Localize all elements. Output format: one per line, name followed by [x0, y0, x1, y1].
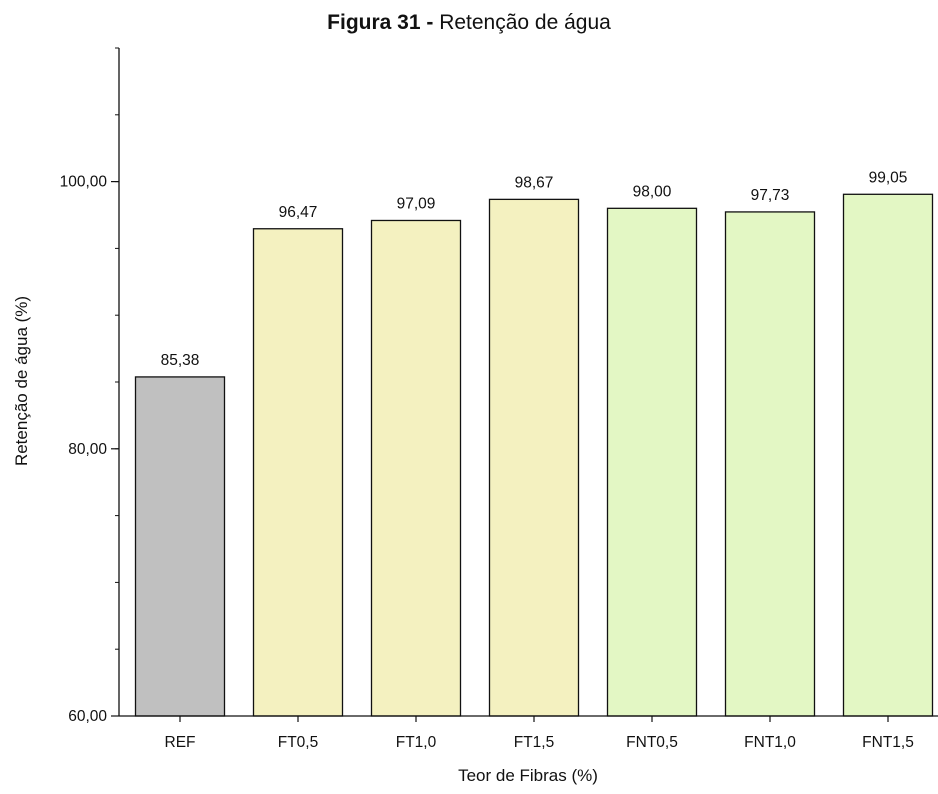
bar-fnt1-0: [724, 211, 816, 717]
value-label: 97,09: [397, 195, 436, 212]
value-label: 96,47: [279, 204, 318, 221]
y-tick-label: 100,00: [60, 174, 108, 191]
bar-ft1-0: [370, 219, 462, 717]
bar-fnt1-5: [842, 193, 934, 717]
bar-fnt0-5: [606, 207, 698, 717]
bar-ft0-5: [252, 228, 344, 717]
x-tick-label: FT1,0: [396, 734, 437, 751]
x-axis-title: Teor de Fibras (%): [458, 766, 598, 785]
bar-ref: [134, 376, 226, 717]
x-tick-label: FT1,5: [514, 734, 554, 751]
x-tick-label: REF: [165, 734, 196, 751]
x-axis: REF FT0,5 FT1,0 FT1,5 FNT0,5 FNT1,0 FNT1,5: [119, 715, 938, 751]
value-label: 99,05: [869, 169, 908, 186]
value-label: 85,38: [161, 352, 200, 369]
bar-ft1-5: [488, 198, 580, 717]
x-tick-label: FNT1,5: [862, 734, 914, 751]
x-tick-label: FNT0,5: [626, 734, 678, 751]
figure-caption: Figura 31 - Retenção de água: [0, 10, 938, 36]
value-label: 98,00: [633, 183, 672, 200]
y-tick-label: 60,00: [68, 708, 107, 725]
value-label: 98,67: [515, 174, 554, 191]
y-axis: 60,00 80,00 100,00: [60, 47, 120, 725]
value-labels-group: 85,38 96,47 97,09 98,67 98,00 97,73 99,05: [161, 169, 908, 369]
value-label: 97,73: [751, 187, 790, 204]
x-tick-label: FT0,5: [278, 734, 318, 751]
figure-number: Figura 31 -: [327, 11, 434, 34]
y-tick-label: 80,00: [68, 441, 107, 458]
figure-title: Retenção de água: [439, 11, 611, 34]
x-tick-label: FNT1,0: [744, 734, 796, 751]
y-axis-title: Retenção de água (%): [12, 296, 31, 466]
bars-group: [134, 193, 934, 717]
